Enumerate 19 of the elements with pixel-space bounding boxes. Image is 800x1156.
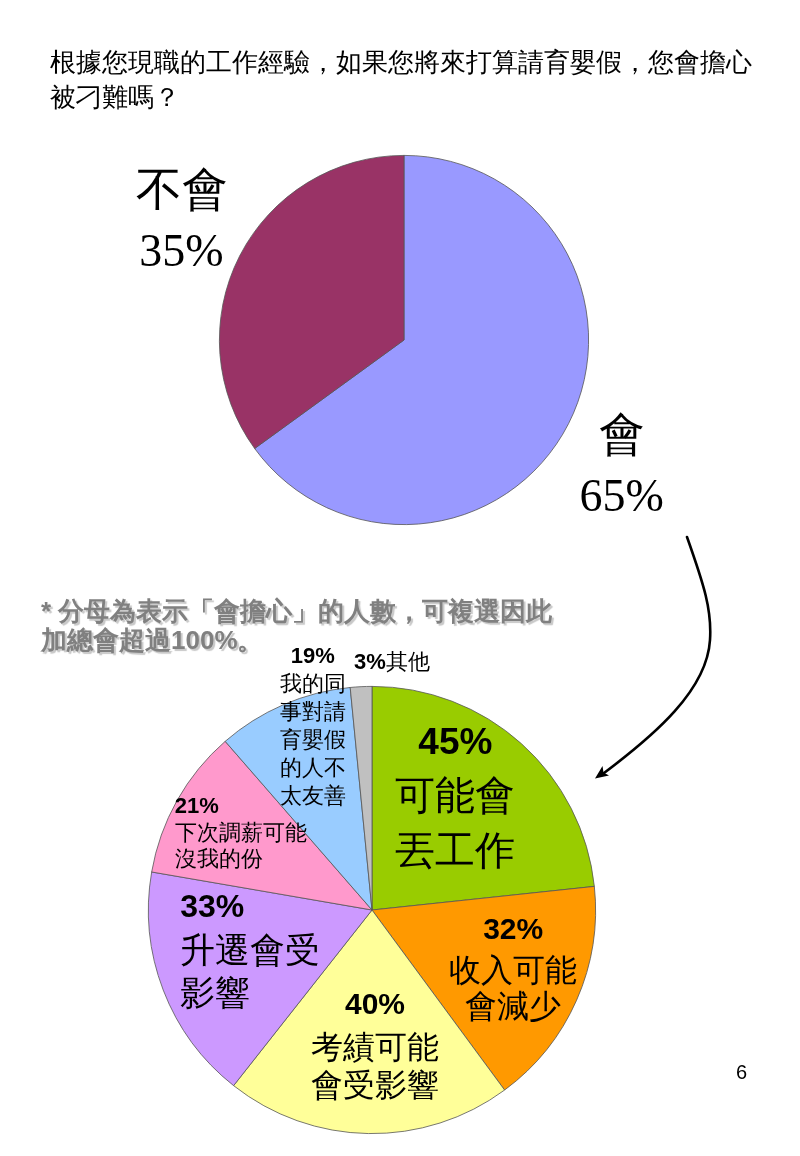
- slice-label: 可能會丟工作: [395, 772, 516, 872]
- data-label: 32%: [483, 911, 544, 945]
- data-label: 33%: [180, 887, 245, 924]
- slice-label: 升遷會受影響: [180, 930, 321, 1013]
- slice-label: 會: [598, 408, 645, 460]
- data-label: 21%: [174, 793, 219, 819]
- text: 6: [736, 1060, 748, 1084]
- data-label: 35%: [139, 225, 224, 277]
- slice-label: 下次調薪可能沒我的份: [174, 820, 307, 872]
- data-label: 3%: [354, 648, 386, 674]
- slice-label: 不會: [135, 164, 228, 216]
- slice-label: 收入可能會減少: [449, 952, 578, 1025]
- data-label: 40%: [344, 987, 405, 1021]
- slice-label: 其他: [385, 648, 430, 674]
- data-label: 45%: [418, 721, 493, 763]
- slice-label: 我的同事對請育嬰假的人不太友善: [279, 671, 346, 809]
- chart-title: 根據您現職的工作經驗，如果您將來打算請育嬰假，您會擔心被刁難嗎？: [50, 46, 753, 114]
- data-label: 65%: [579, 469, 664, 521]
- slice-label: 考績可能會受影響: [310, 1028, 439, 1103]
